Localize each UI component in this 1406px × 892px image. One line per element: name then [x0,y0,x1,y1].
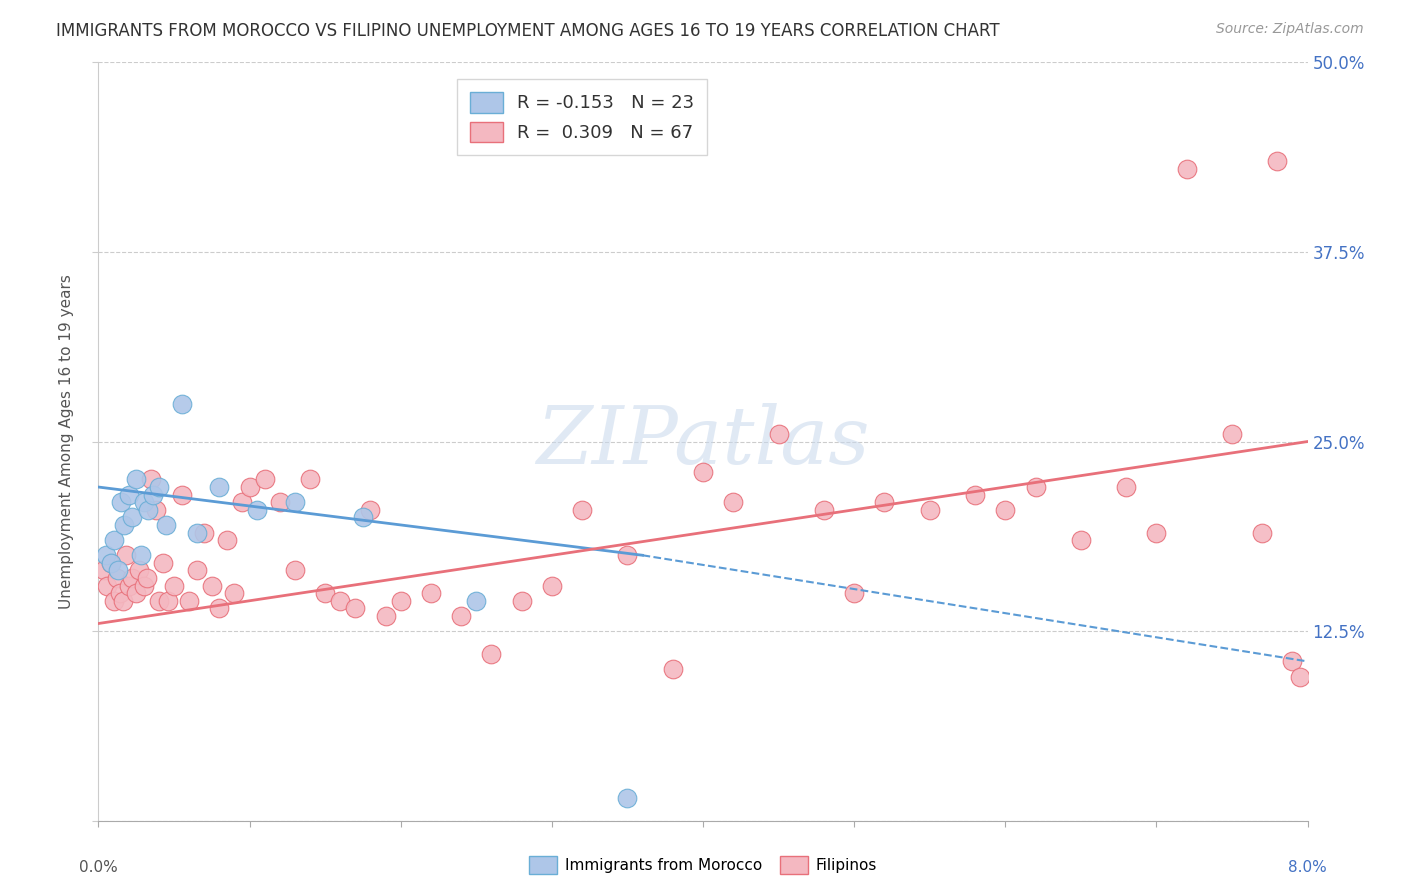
Point [125,473,148,487]
Point [94,548,117,563]
Text: IMMIGRANTS FROM MOROCCO VS FILIPINO UNEMPLOYMENT AMONG AGES 16 TO 19 YEARS CORRE: IMMIGRANTS FROM MOROCCO VS FILIPINO UNEM… [56,22,1000,40]
Point [360,503,382,517]
Point [224,586,246,600]
Point [132,579,155,593]
Point [108,586,131,600]
Point [118,487,141,501]
Point [170,396,193,410]
Point [1251,525,1274,540]
Point [239,480,262,494]
Point [616,791,638,805]
Point [540,579,562,593]
Point [111,594,134,608]
Point [723,495,745,509]
Point [100,556,122,570]
Point [1175,161,1198,176]
Point [246,503,269,517]
Point [152,556,174,570]
Point [132,495,155,509]
Point [1281,655,1303,669]
Point [103,533,125,547]
Point [125,586,148,600]
Point [129,548,152,563]
Point [121,571,143,585]
Point [420,586,443,600]
Point [269,495,291,509]
Point [201,579,224,593]
Point [994,503,1017,517]
Point [145,503,167,517]
Point [965,487,987,501]
Point [1024,480,1046,494]
Point [93,564,115,578]
Point [329,594,352,608]
Point [163,579,186,593]
Legend: Immigrants from Morocco, Filipinos: Immigrants from Morocco, Filipinos [523,850,883,880]
Point [616,548,638,563]
Point [96,579,118,593]
Point [465,594,488,608]
Point [136,503,159,517]
Point [844,586,866,600]
Point [299,473,322,487]
Point [1146,525,1168,540]
Point [128,564,150,578]
Point [661,662,683,676]
Point [208,480,231,494]
Point [918,503,941,517]
Point [571,503,593,517]
Point [450,608,472,623]
Point [103,594,125,608]
Point [105,571,128,585]
Point [156,594,179,608]
Point [110,495,132,509]
Point [253,473,276,487]
Point [215,533,238,547]
Point [284,564,307,578]
Point [193,525,215,540]
Point [389,594,412,608]
Text: 0.0%: 0.0% [79,860,118,874]
Point [148,480,170,494]
Text: Source: ZipAtlas.com: Source: ZipAtlas.com [1216,22,1364,37]
Point [352,510,374,524]
Point [179,594,201,608]
Legend: R = -0.153   N = 23, R =  0.309   N = 67: R = -0.153 N = 23, R = 0.309 N = 67 [457,79,707,155]
Point [314,586,336,600]
Point [510,594,533,608]
Point [768,427,790,442]
Point [170,487,193,501]
Point [813,503,835,517]
Point [692,465,714,479]
Point [142,487,165,501]
Point [135,571,157,585]
Point [344,601,367,615]
Point [231,495,253,509]
Point [186,564,208,578]
Point [118,579,141,593]
Point [1115,480,1137,494]
Point [155,517,177,532]
Text: ZIPatlas: ZIPatlas [536,403,870,480]
Point [873,495,896,509]
Point [1289,669,1312,683]
Point [481,647,503,661]
Point [107,564,129,578]
Point [112,517,135,532]
Point [148,594,170,608]
Point [374,608,396,623]
Point [1070,533,1092,547]
Point [100,556,122,570]
Point [284,495,307,509]
Point [186,525,208,540]
Point [121,510,143,524]
Point [141,473,163,487]
Point [1220,427,1243,442]
Point [208,601,231,615]
Text: 8.0%: 8.0% [1288,860,1327,874]
Y-axis label: Unemployment Among Ages 16 to 19 years: Unemployment Among Ages 16 to 19 years [59,274,75,609]
Point [1267,153,1289,168]
Point [114,548,136,563]
